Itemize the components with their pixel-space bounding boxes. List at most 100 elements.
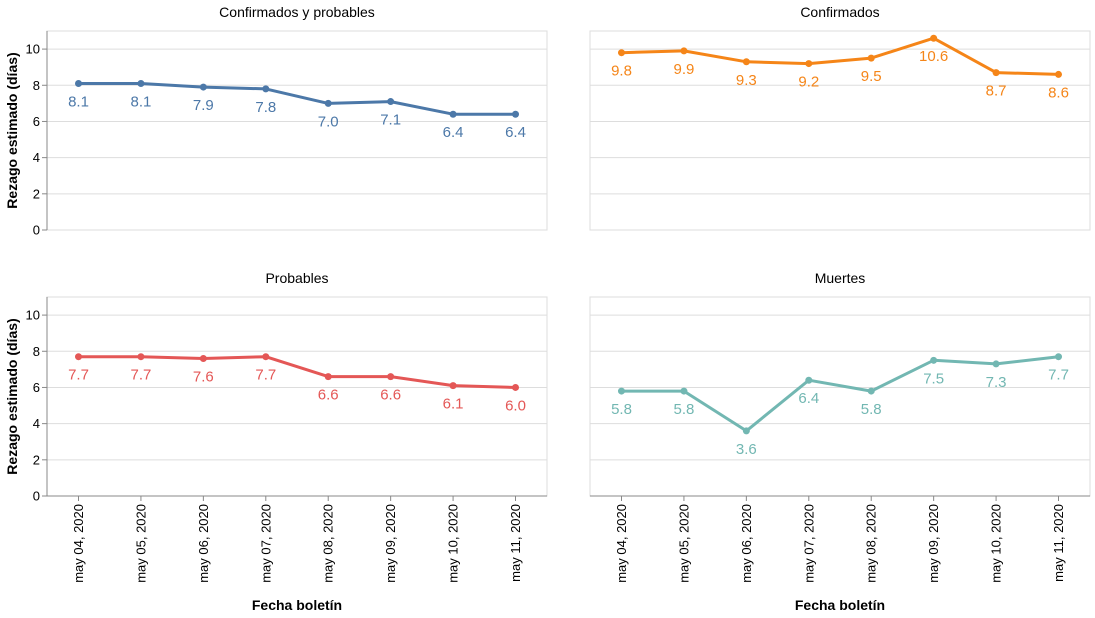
data-point <box>618 49 625 57</box>
data-label: 8.1 <box>68 93 89 110</box>
y-tick-label: 4 <box>33 416 40 431</box>
panel-title: Confirmados y probables <box>219 4 375 20</box>
data-point <box>618 387 625 395</box>
data-label: 9.5 <box>861 68 882 85</box>
data-point <box>262 353 270 361</box>
data-label: 7.9 <box>193 97 214 114</box>
data-point <box>75 79 82 87</box>
panel-title: Probables <box>265 270 328 286</box>
x-axis-title: Fecha boletín <box>795 597 885 613</box>
x-tick-label: may 09, 2020 <box>926 504 941 583</box>
series-line-confirmados-y-probables <box>78 82 516 116</box>
data-point <box>1055 70 1063 78</box>
panel-title: Muertes <box>815 270 866 286</box>
panel-frame <box>589 296 1091 497</box>
data-point <box>742 427 750 435</box>
x-tick-label: may 10, 2020 <box>989 504 1004 583</box>
y-tick-label: 0 <box>33 223 40 238</box>
data-label: 10.6 <box>919 48 948 65</box>
data-label: 7.7 <box>131 367 152 384</box>
panel-frame <box>589 30 1091 231</box>
data-point <box>262 85 270 93</box>
data-label: 5.8 <box>861 401 882 418</box>
data-label: 9.2 <box>798 74 819 91</box>
y-tick-label: 8 <box>33 344 40 359</box>
data-point <box>930 356 938 364</box>
y-tick-label: 10 <box>26 42 40 57</box>
data-point <box>199 355 207 363</box>
data-point <box>449 110 457 118</box>
data-label: 6.0 <box>505 397 526 414</box>
y-tick-label: 6 <box>33 114 40 129</box>
data-label: 6.6 <box>380 387 401 404</box>
x-tick-label: may 06, 2020 <box>739 504 754 583</box>
series-line-confirmados <box>621 36 1059 76</box>
data-label: 9.3 <box>736 72 757 89</box>
data-label: 3.6 <box>736 441 757 458</box>
data-label: 7.5 <box>923 370 944 387</box>
data-label: 7.1 <box>380 112 401 129</box>
data-point <box>742 58 750 66</box>
data-label: 5.8 <box>611 401 632 418</box>
series-line-probables <box>78 355 516 389</box>
x-tick-label: may 06, 2020 <box>196 504 211 583</box>
data-label: 7.6 <box>193 369 214 386</box>
panel-frame <box>46 296 548 497</box>
data-point <box>137 353 145 361</box>
data-label: 5.8 <box>674 401 695 418</box>
y-tick-label: 10 <box>26 308 40 323</box>
panel-title: Confirmados <box>800 4 879 20</box>
x-tick-label: may 07, 2020 <box>258 504 273 583</box>
data-label: 7.7 <box>68 367 89 384</box>
x-tick-label: may 07, 2020 <box>801 504 816 583</box>
data-label: 7.0 <box>318 113 339 130</box>
x-tick-label: may 11, 2020 <box>508 504 523 582</box>
x-tick-label: may 11, 2020 <box>1051 504 1066 582</box>
data-point <box>324 373 332 381</box>
data-label: 8.7 <box>986 83 1007 100</box>
data-label: 8.1 <box>131 93 152 110</box>
data-point <box>680 47 688 55</box>
data-point <box>930 34 938 42</box>
x-tick-label: may 05, 2020 <box>676 504 691 583</box>
data-label: 7.7 <box>1048 367 1069 384</box>
data-label: 8.6 <box>1048 84 1069 101</box>
panel-frame <box>46 30 548 231</box>
data-point <box>805 376 813 384</box>
data-label: 6.4 <box>505 124 526 141</box>
data-point <box>387 98 395 106</box>
y-tick-label: 6 <box>33 380 40 395</box>
data-label: 6.4 <box>798 390 819 407</box>
data-label: 7.8 <box>255 99 276 116</box>
data-label: 9.9 <box>674 61 695 78</box>
y-axis-title: Rezago estimado (días) <box>4 318 20 474</box>
data-point <box>992 69 1000 77</box>
data-label: 6.6 <box>318 387 339 404</box>
data-point <box>199 83 207 91</box>
data-label: 7.7 <box>255 367 276 384</box>
y-tick-label: 8 <box>33 78 40 93</box>
x-tick-label: may 04, 2020 <box>614 504 629 583</box>
data-point <box>137 79 145 87</box>
data-point <box>387 373 395 381</box>
data-label: 6.4 <box>443 124 464 141</box>
data-label: 9.8 <box>611 63 632 80</box>
y-tick-label: 2 <box>33 186 40 201</box>
data-point <box>680 387 688 395</box>
x-tick-label: may 04, 2020 <box>71 504 86 583</box>
data-point <box>75 353 82 361</box>
data-point <box>867 387 875 395</box>
data-point <box>867 54 875 62</box>
data-point <box>805 60 813 68</box>
x-tick-label: may 09, 2020 <box>383 504 398 583</box>
y-axis-title: Rezago estimado (días) <box>4 52 20 208</box>
x-tick-label: may 10, 2020 <box>446 504 461 583</box>
data-point <box>449 382 457 390</box>
x-tick-label: may 08, 2020 <box>321 504 336 583</box>
x-tick-label: may 05, 2020 <box>133 504 148 583</box>
x-tick-label: may 08, 2020 <box>864 504 879 583</box>
y-tick-label: 4 <box>33 150 40 165</box>
series-line-muertes <box>621 355 1059 433</box>
data-point <box>512 383 520 391</box>
data-point <box>992 360 1000 368</box>
